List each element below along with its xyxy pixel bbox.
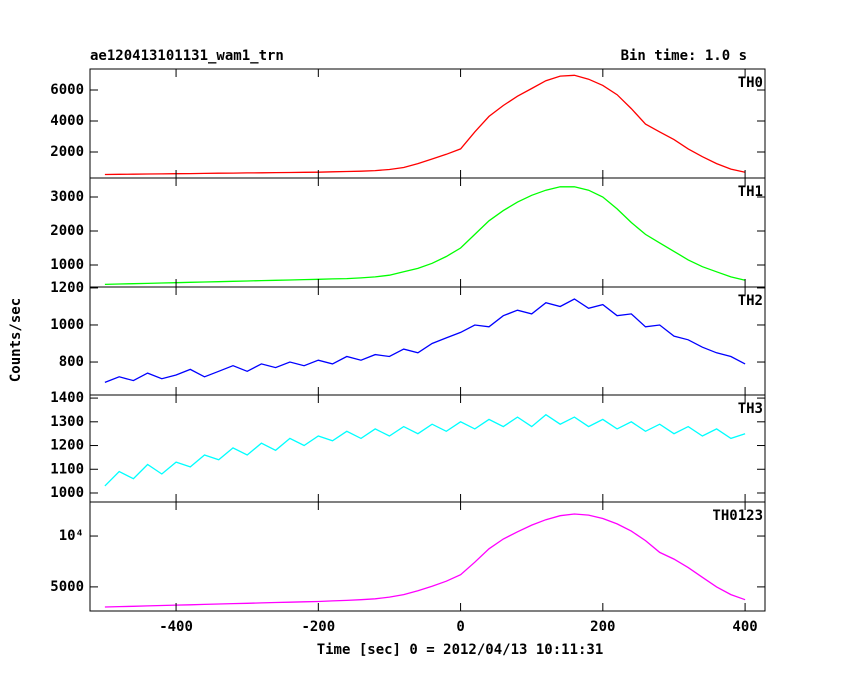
series-line — [104, 513, 746, 608]
y-tick-label: 4000 — [50, 113, 84, 129]
x-tick-label: 400 — [732, 619, 757, 635]
panel-label: TH0123 — [712, 508, 763, 524]
y-tick-label: 10⁴ — [59, 528, 84, 544]
series-line — [104, 186, 746, 286]
series-line — [104, 413, 746, 487]
panel-frame — [89, 68, 766, 179]
y-tick-label: 2000 — [50, 144, 84, 160]
y-tick-label: 6000 — [50, 82, 84, 98]
x-tick-label: 0 — [456, 619, 464, 635]
panel-frame — [89, 286, 766, 396]
y-tick-label: 5000 — [50, 579, 84, 595]
series-line — [104, 74, 746, 176]
panel-frame — [89, 501, 766, 612]
x-tick-label: -400 — [159, 619, 193, 635]
y-tick-label: 1300 — [50, 414, 84, 430]
y-tick-label: 1000 — [50, 485, 84, 501]
panel-label: TH3 — [738, 401, 763, 417]
panel-label: TH1 — [738, 184, 763, 200]
y-tick-label: 1100 — [50, 461, 84, 477]
panel-label: TH0 — [738, 75, 763, 91]
y-tick-label: 3000 — [50, 189, 84, 205]
y-axis-label: Counts/sec — [8, 298, 24, 382]
y-tick-label: 1400 — [50, 390, 84, 406]
panel-label: TH2 — [738, 293, 763, 309]
x-axis-label: Time [sec] 0 = 2012/04/13 10:11:31 — [317, 642, 604, 658]
panel-frame — [89, 394, 766, 503]
y-tick-label: 2000 — [50, 223, 84, 239]
y-tick-label: 1000 — [50, 317, 84, 333]
x-tick-label: 200 — [590, 619, 615, 635]
chart-title: ae120413101131_wam1_trn — [90, 48, 284, 64]
y-tick-label: 1200 — [50, 438, 84, 454]
y-tick-label: 1000 — [50, 257, 84, 273]
y-tick-label: 800 — [59, 354, 84, 370]
x-tick-label: -200 — [301, 619, 335, 635]
y-tick-label: 1200 — [50, 280, 84, 296]
series-line — [104, 298, 746, 384]
chart-subtitle: Bin time: 1.0 s — [621, 48, 747, 64]
panel-frame — [89, 177, 766, 288]
